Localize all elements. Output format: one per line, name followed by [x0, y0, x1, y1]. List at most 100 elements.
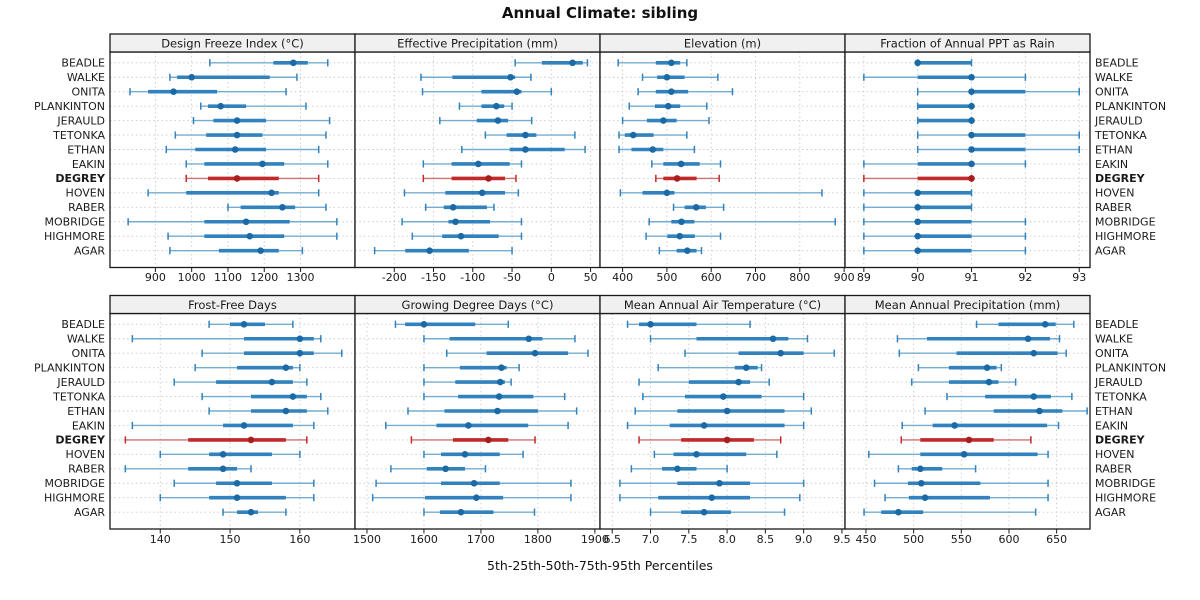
- station-row-walke: [896, 335, 1061, 343]
- panel-background: [600, 313, 845, 529]
- station-row-plankinton: [458, 102, 513, 110]
- panel-header: [844, 294, 1091, 315]
- station-row-hoven: [619, 189, 823, 197]
- panel-header: [844, 33, 1091, 53]
- station-label-left: MOBRIDGE: [44, 477, 105, 490]
- station-label-right: BEADLE: [1095, 318, 1139, 331]
- percentiles-caption: 5th-25th-50th-75th-95th Percentiles: [487, 558, 713, 573]
- station-row-tetonka: [201, 392, 322, 401]
- x-tick-label: 1000: [178, 271, 206, 284]
- station-row-hoven: [653, 450, 778, 458]
- station-label-left: PLANKINTON: [34, 100, 105, 113]
- x-tick-label: 140: [150, 533, 171, 546]
- station-row-ethan: [924, 407, 1088, 415]
- median-dot: [660, 117, 667, 124]
- station-row-hoven: [147, 189, 320, 197]
- figure-title: Annual Climate: sibling: [501, 4, 699, 22]
- station-row-degrey: [410, 436, 536, 444]
- panel-elevation-m-: Elevation (m) 400 500 600 700 800 900: [599, 33, 855, 284]
- station-row-onita: [637, 88, 734, 96]
- x-tick-label: 1500: [353, 533, 381, 546]
- station-label-right: AGAR: [1095, 244, 1126, 257]
- panel-background: [355, 52, 600, 268]
- station-label-left: ETHAN: [67, 405, 105, 418]
- station-label-right: DEGREY: [1095, 172, 1146, 185]
- x-tick-label: 700: [745, 271, 766, 284]
- station-label-left: EAKIN: [72, 158, 105, 171]
- station-row-hoven: [863, 189, 973, 197]
- x-tick-label: 160: [289, 533, 310, 546]
- median-dot: [968, 175, 975, 182]
- station-label-left: ONITA: [71, 86, 105, 99]
- median-dot: [470, 479, 478, 487]
- station-label-right: ETHAN: [1095, 405, 1133, 418]
- x-axis: 400 500 600 700 800 900: [612, 267, 855, 284]
- station-row-agar: [649, 508, 786, 516]
- station-label-left: DEGREY: [55, 172, 106, 185]
- station-label-left: TETONKA: [52, 390, 105, 403]
- station-row-walke: [420, 73, 532, 81]
- median-dot: [1041, 321, 1049, 328]
- grid-lines: [110, 313, 355, 529]
- x-tick-label: 50: [584, 271, 598, 284]
- median-dot: [507, 73, 514, 81]
- median-dot: [494, 407, 501, 415]
- station-row-beadle: [514, 59, 589, 67]
- station-row-onita: [421, 88, 553, 96]
- station-row-degrey: [863, 174, 975, 182]
- median-dot: [296, 335, 304, 343]
- panel-background: [110, 313, 355, 529]
- station-label-right: BEADLE: [1095, 57, 1139, 70]
- x-tick-label: 800: [789, 271, 810, 284]
- median-dot: [917, 479, 925, 487]
- station-label-right: ONITA: [1095, 347, 1129, 360]
- x-axis: 1500 1600 1700 1800 1900: [353, 529, 609, 546]
- station-row-walke: [169, 73, 298, 81]
- median-dot: [449, 204, 457, 211]
- station-row-beadle: [209, 59, 329, 67]
- station-row-walke: [131, 335, 322, 343]
- median-dot: [247, 508, 255, 516]
- station-row-onita: [916, 88, 1080, 96]
- median-dot: [663, 73, 671, 81]
- x-tick-label: -100: [460, 271, 485, 284]
- station-label-right: TETONKA: [1094, 390, 1147, 403]
- station-row-tetonka: [946, 392, 1073, 401]
- station-label-left: ONITA: [71, 347, 105, 360]
- median-dot: [700, 422, 708, 429]
- median-dot: [968, 160, 975, 168]
- panel-title: Growing Degree Days (°C): [402, 298, 554, 312]
- x-tick-label: -150: [421, 271, 446, 284]
- station-label-left: JERAULD: [56, 376, 105, 389]
- station-row-agar: [658, 247, 703, 255]
- median-dot: [960, 451, 968, 458]
- station-row-hoven: [159, 450, 301, 458]
- station-row-mobridge: [648, 218, 837, 226]
- x-axis: 140 150 160: [150, 529, 310, 546]
- median-dot: [474, 160, 482, 168]
- panel-effective-precipitation-mm-: Effective Precipitation (mm) -200 -150 -100…: [354, 33, 601, 284]
- station-label-left: WALKE: [67, 333, 105, 346]
- median-dot: [968, 117, 975, 124]
- station-row-jerauld: [910, 378, 1017, 386]
- station-row-highmore: [884, 494, 1049, 502]
- x-tick-label: 89: [857, 271, 871, 284]
- station-label-left: WALKE: [67, 71, 105, 84]
- x-tick-label: 600: [701, 271, 722, 284]
- station-row-walke: [641, 73, 719, 81]
- x-tick-label: 500: [656, 271, 677, 284]
- station-row-tetonka: [174, 131, 327, 139]
- x-tick-label: 0: [548, 271, 555, 284]
- x-axis: 450 500 550 600 650: [855, 529, 1067, 546]
- median-dot: [296, 349, 304, 357]
- x-axis: 89 90 91 92 93: [857, 267, 1086, 284]
- station-label-right: ETHAN: [1095, 143, 1133, 156]
- median-dot: [1024, 335, 1032, 343]
- x-tick-label: 1600: [410, 533, 438, 546]
- station-row-degrey: [655, 174, 720, 182]
- median-dot: [219, 451, 227, 458]
- station-row-ethan: [634, 407, 813, 415]
- station-row-ethan: [618, 145, 696, 154]
- median-dot: [240, 321, 248, 328]
- median-dot: [426, 247, 433, 254]
